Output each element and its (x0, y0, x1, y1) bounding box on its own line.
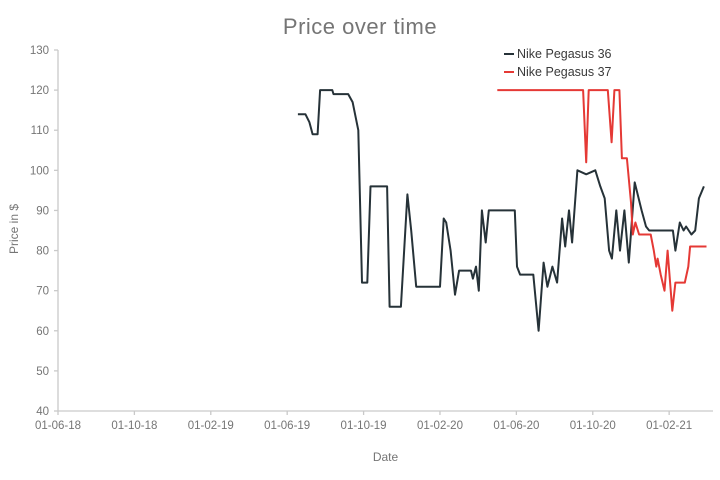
axes (57, 50, 713, 412)
y-tick-label: 120 (30, 85, 49, 97)
x-tick-label: 01-06-20 (493, 420, 539, 432)
legend-line-swatch (504, 53, 514, 55)
chart-title: Price over time (282, 14, 438, 39)
y-tick-label: 90 (36, 205, 49, 217)
x-tick-label: 01-10-18 (111, 420, 157, 432)
x-tick-label: 01-02-19 (188, 420, 234, 432)
x-axis-ticks: 01-06-18 01-10-18 01-02-19 01-06-19 01-10-19… (35, 411, 692, 432)
y-tick-label: 60 (36, 326, 49, 338)
legend-label: Nike Pegasus 37 (517, 65, 612, 79)
x-tick-label: 01-02-20 (417, 420, 463, 432)
chart-legend: Nike Pegasus 36 Nike Pegasus 37 (504, 45, 612, 81)
series-line-pegasus-37 (497, 89, 707, 312)
y-tick-label: 110 (31, 125, 49, 137)
y-axis-ticks: 40 50 60 70 80 90 100 110 120 130 (30, 45, 58, 418)
x-tick-label: 01-02-21 (646, 420, 692, 432)
y-axis-title: Price in $ (7, 203, 21, 255)
y-tick-label: 70 (36, 286, 49, 298)
y-tick-label: 100 (30, 165, 49, 177)
series-line-pegasus-36 (297, 89, 705, 332)
x-tick-label: 01-06-18 (35, 420, 81, 432)
legend-label: Nike Pegasus 36 (517, 47, 612, 61)
y-tick-label: 130 (30, 45, 49, 57)
y-tick-label: 50 (36, 366, 49, 378)
x-tick-label: 01-10-20 (570, 420, 616, 432)
x-axis-title: Date (372, 450, 399, 464)
x-tick-label: 01-10-19 (341, 420, 387, 432)
y-tick-label: 40 (36, 406, 49, 418)
y-tick-label: 80 (36, 246, 49, 258)
legend-item-pegasus-37: Nike Pegasus 37 (504, 63, 612, 81)
legend-line-swatch (504, 71, 514, 73)
legend-item-pegasus-36: Nike Pegasus 36 (504, 45, 612, 63)
x-tick-label: 01-06-19 (264, 420, 310, 432)
